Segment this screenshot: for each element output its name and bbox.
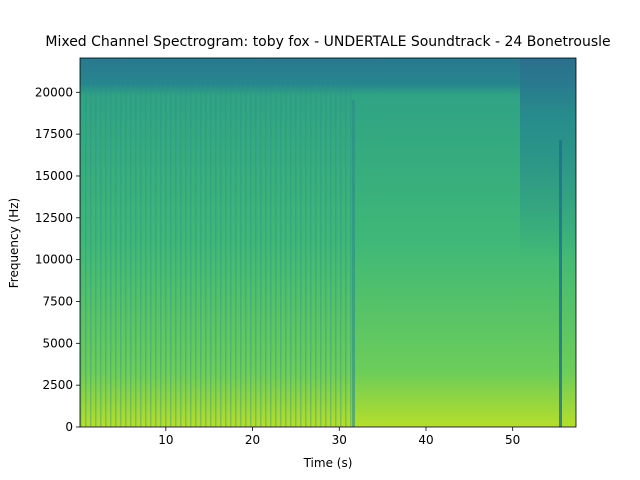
x-axis-label: Time (s) [303,456,353,470]
y-tick-label: 17500 [35,127,73,141]
y-tick-label: 10000 [35,253,73,267]
x-tick-label: 10 [158,433,173,447]
x-tick-label: 30 [332,433,347,447]
y-tick-label: 20000 [35,85,73,99]
y-tick-label: 15000 [35,169,73,183]
x-tick-label: 40 [418,433,433,447]
y-tick-label: 5000 [42,336,73,350]
x-tick-label: 20 [245,433,260,447]
y-axis-label: Frequency (Hz) [7,198,21,289]
chart-title: Mixed Channel Spectrogram: toby fox - UN… [45,34,610,50]
y-tick-label: 0 [65,420,73,434]
y-tick-label: 2500 [42,378,73,392]
plot-frame [79,57,577,428]
x-tick-label: 50 [505,433,520,447]
spectrogram-image [80,58,576,427]
y-tick-label: 12500 [35,211,73,225]
y-tick-label: 7500 [42,294,73,308]
